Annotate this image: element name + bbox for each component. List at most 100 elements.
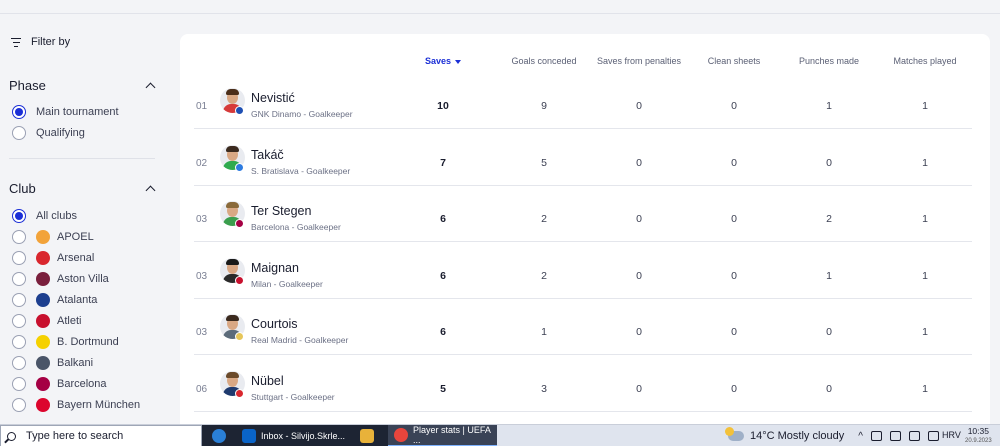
club-badge-icon: [235, 275, 244, 285]
club-logo-icon: [36, 314, 50, 328]
club-option-label: Balkani: [57, 357, 94, 369]
club-logo-icon: [36, 377, 50, 391]
player-club-position: Barcelona - Goalkeeper: [251, 222, 341, 232]
taskbar-app-label: Player stats | UEFA ...: [413, 425, 491, 445]
club-section-header[interactable]: Club: [9, 181, 155, 196]
sort-desc-icon: [455, 59, 462, 64]
player-name[interactable]: Takáč: [251, 147, 284, 162]
stat-cell: 1: [826, 269, 832, 282]
table-row[interactable]: 06 Nübel Stuttgart - Goalkeeper 5 3 0 0 0 1: [194, 356, 972, 412]
volume-icon[interactable]: [927, 431, 939, 441]
club-logo-icon: [36, 293, 50, 307]
player-club-position: Milan - Goalkeeper: [251, 278, 323, 289]
radio-unselected-icon: [12, 314, 26, 328]
edge-app-button[interactable]: [212, 425, 231, 446]
stat-cell: 7: [440, 156, 446, 169]
club-logo-icon: [36, 272, 50, 286]
column-header-saves-from-penalties[interactable]: Saves from penalties: [596, 56, 682, 66]
club-badge-icon: [235, 106, 244, 115]
table-row[interactable]: 02 Takáč S. Bratislava - Goalkeeper 7 5 0 0 0 1: [194, 130, 972, 186]
player-avatar: [220, 88, 245, 113]
club-option[interactable]: Arsenal: [12, 250, 94, 266]
phase-option-main-tournament[interactable]: Main tournament: [12, 104, 119, 120]
stat-cell: 1: [541, 326, 547, 338]
radio-unselected-icon: [12, 335, 26, 349]
stat-cell: 0: [636, 382, 642, 395]
filter-sidebar: Filter by Phase Main tournament Qualifyi…: [0, 28, 170, 424]
player-name[interactable]: Ter Stegen: [251, 204, 312, 218]
taskbar-app-chrome[interactable]: Player stats | UEFA ...: [388, 425, 497, 446]
radio-unselected-icon: [12, 272, 26, 286]
taskbar-search-placeholder: Type here to search: [26, 430, 124, 442]
radio-unselected-icon: [12, 230, 26, 244]
stat-cell: 1: [922, 213, 928, 225]
filter-by-label: Filter by: [31, 36, 71, 48]
phase-option-label: Qualifying: [36, 127, 85, 139]
radio-unselected-icon: [12, 398, 26, 412]
stat-cell: 6: [440, 213, 446, 225]
table-row[interactable]: 03 Courtois Real Madrid - Goalkeeper 6 1 0 0 0 1: [194, 299, 972, 355]
edge-icon: [212, 429, 226, 443]
header-divider: [0, 13, 1000, 14]
chevron-up-icon[interactable]: ^: [858, 430, 863, 442]
club-option[interactable]: Atleti: [12, 313, 81, 329]
taskbar-apps-area: Inbox - Silvijo.Skrle... Player stats | …: [202, 425, 497, 446]
radio-unselected-icon: [12, 251, 26, 265]
column-header-clean-sheets[interactable]: Clean sheets: [707, 56, 761, 66]
player-rank: 03: [196, 270, 208, 282]
club-option[interactable]: Barcelona: [12, 376, 107, 392]
phase-section-header[interactable]: Phase: [9, 78, 155, 93]
battery-icon[interactable]: [889, 431, 901, 441]
player-club-position: GNK Dinamo - Goalkeeper: [251, 109, 353, 119]
club-logo-icon: [36, 230, 50, 244]
club-option[interactable]: Aston Villa: [12, 271, 109, 287]
radio-unselected-icon: [12, 356, 26, 370]
player-name[interactable]: Courtois: [251, 317, 298, 331]
club-option[interactable]: Balkani: [12, 355, 93, 371]
player-club-position: Real Madrid - Goalkeeper: [251, 335, 349, 345]
phase-option-qualifying[interactable]: Qualifying: [12, 125, 85, 141]
club-option-all[interactable]: All clubs: [12, 208, 77, 224]
stat-cell: 6: [440, 326, 446, 338]
club-option[interactable]: Bayern München: [12, 397, 140, 413]
weather-cloud-icon: [725, 427, 744, 441]
column-header-punches-made[interactable]: Punches made: [798, 56, 860, 66]
network-icon[interactable]: [870, 431, 882, 441]
player-name[interactable]: Nübel: [251, 373, 284, 388]
radio-selected-icon: [12, 209, 26, 223]
filter-icon: [11, 37, 21, 47]
file-explorer-button[interactable]: [360, 425, 379, 446]
taskbar-app-outlook[interactable]: Inbox - Silvijo.Skrle...: [242, 425, 345, 446]
goalkeeper-stats-table: Saves Goals conceded Saves from penaltie…: [180, 34, 990, 434]
stat-cell: 0: [826, 382, 832, 395]
weather-text[interactable]: 14°C Mostly cloudy: [750, 430, 845, 442]
player-name[interactable]: Nevistić: [251, 91, 295, 105]
stat-cell: 0: [826, 156, 832, 169]
player-name[interactable]: Maignan: [251, 260, 299, 275]
wifi-icon[interactable]: [908, 431, 920, 441]
club-option-label: Bayern München: [57, 399, 141, 411]
table-row[interactable]: 01 Nevistić GNK Dinamo - Goalkeeper 10 9 0 0 1 1: [194, 73, 972, 129]
chevron-up-icon: [146, 184, 155, 193]
club-option[interactable]: Atalanta: [12, 292, 97, 308]
input-language[interactable]: HRV: [942, 430, 961, 440]
stat-cell: 2: [826, 213, 832, 225]
stat-cell: 1: [922, 326, 928, 338]
stat-cell: 2: [541, 213, 547, 225]
player-rank: 02: [196, 157, 208, 169]
table-row[interactable]: 03 Ter Stegen Barcelona - Goalkeeper 6 2 0 0 2 1: [194, 186, 972, 242]
stat-cell: 0: [636, 213, 642, 225]
club-option-label: Arsenal: [57, 252, 95, 264]
club-option[interactable]: B. Dortmund: [12, 334, 119, 350]
column-header-saves[interactable]: Saves: [388, 56, 498, 66]
taskbar-clock[interactable]: 10:35 20.9.2023: [965, 426, 992, 446]
taskbar-search-box[interactable]: Type here to search: [0, 425, 202, 446]
column-header-matches-played[interactable]: Matches played: [893, 56, 957, 66]
table-row[interactable]: 03 Maignan Milan - Goalkeeper 6 2 0 0 1 1: [194, 243, 972, 299]
filter-by-toggle[interactable]: Filter by: [11, 36, 70, 48]
club-logo-icon: [36, 356, 50, 370]
club-option[interactable]: APOEL: [12, 229, 94, 245]
stat-cell: 0: [826, 326, 832, 338]
column-header-goals-conceded[interactable]: Goals conceded: [511, 56, 577, 66]
section-divider: [9, 158, 155, 159]
